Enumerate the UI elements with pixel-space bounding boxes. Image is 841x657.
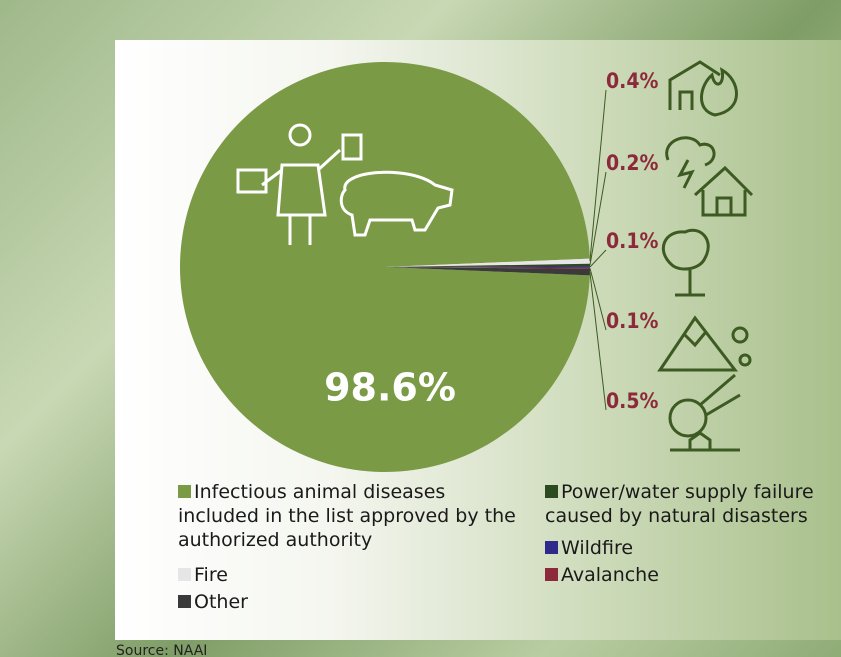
legend-swatch — [178, 595, 191, 608]
legend-swatch — [545, 541, 558, 554]
pie-slice — [385, 258, 590, 267]
legend-item: Other — [178, 590, 498, 614]
vet-pig-icon — [236, 123, 454, 245]
legend-item: Avalanche — [545, 563, 825, 587]
storm-icon — [665, 136, 716, 189]
rock-icon — [731, 326, 749, 344]
meteor-icon — [668, 398, 708, 438]
mountain-icon — [657, 315, 739, 372]
house-icon — [693, 165, 754, 217]
pig — [339, 170, 454, 237]
legend-label: Infectious animal diseases included in t… — [178, 481, 516, 551]
leader-line — [589, 268, 607, 331]
pie-slice — [385, 267, 590, 269]
value-label: 0.5% — [606, 389, 658, 413]
leader-line — [589, 89, 607, 262]
fire-house-icon — [668, 60, 721, 110]
leader-line — [589, 272, 607, 411]
pie-slice — [385, 267, 590, 276]
legend-swatch — [178, 568, 191, 581]
legend-label: Power/water supply failure caused by nat… — [545, 481, 814, 527]
vet-kit — [236, 168, 268, 194]
legend-item: Fire — [178, 563, 498, 587]
source: Source: NAAI — [116, 643, 208, 657]
value-label: 0.4% — [606, 69, 658, 93]
value-label: 0.2% — [606, 151, 658, 175]
vet-body — [261, 148, 342, 245]
legend-label: Avalanche — [561, 564, 659, 586]
vet-head — [288, 123, 312, 147]
legend-item: Infectious animal diseases included in t… — [178, 480, 528, 552]
tree-fire-icon — [661, 228, 710, 297]
fire-flame-icon — [700, 67, 738, 117]
legend-label: Wildfire — [561, 537, 634, 559]
legend-item: Power/water supply failure caused by nat… — [545, 480, 835, 528]
pie-slice — [385, 266, 590, 268]
leader-line — [589, 249, 607, 268]
legend-swatch — [545, 568, 558, 581]
value-label: 98.6% — [324, 366, 456, 410]
legend-swatch — [178, 485, 191, 498]
pie-slice — [385, 263, 590, 267]
meteor-ground-icon — [670, 373, 741, 452]
legend-label: Fire — [194, 564, 228, 586]
legend-label: Other — [194, 591, 248, 613]
legend-swatch — [545, 485, 558, 498]
value-label: 0.1% — [606, 229, 658, 253]
legend-item: Wildfire — [545, 536, 835, 560]
value-label: 0.1% — [606, 309, 658, 333]
vet-clipboard — [341, 133, 363, 161]
leader-line — [589, 171, 607, 266]
icons — [657, 60, 754, 452]
rock-icon — [738, 353, 752, 367]
